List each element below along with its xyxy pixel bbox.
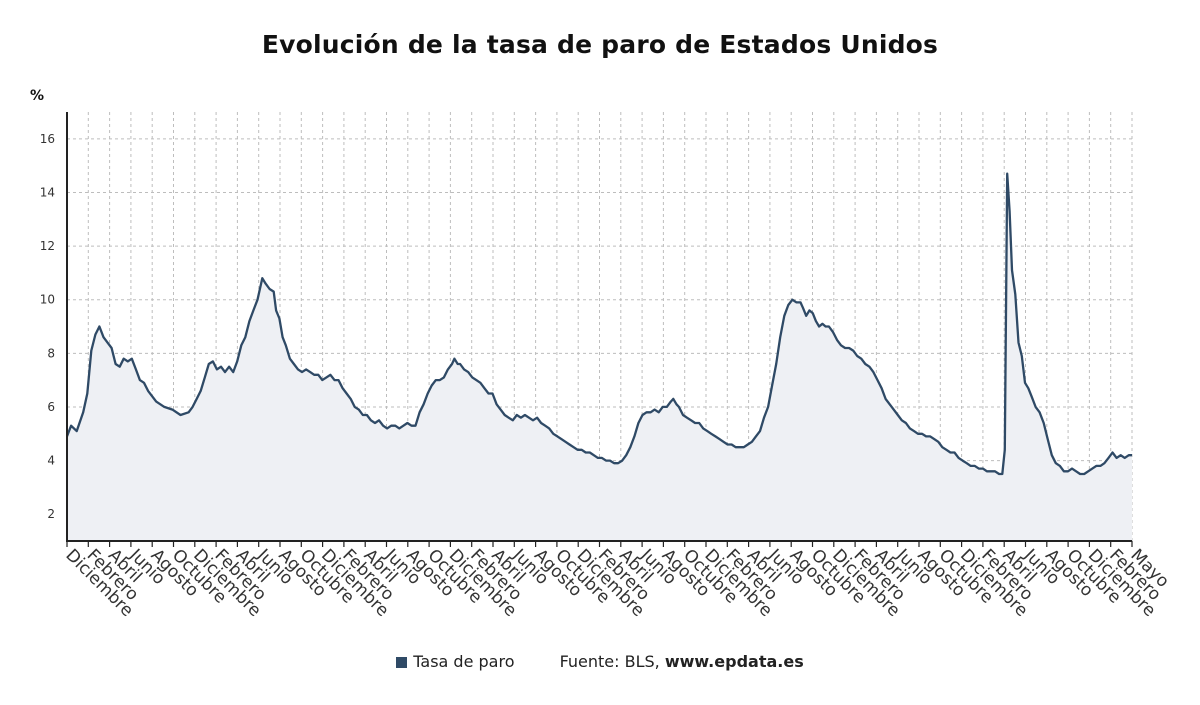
legend-swatch xyxy=(396,657,408,668)
series-line-tasa-de-paro xyxy=(65,172,1132,476)
axes xyxy=(66,112,1133,547)
y-tick-label: 10 xyxy=(40,293,55,307)
y-tick-labels: 2 4 6 8 10 12 14 16 xyxy=(40,132,55,521)
source-note: Fuente: BLS, www.epdata.es xyxy=(560,652,804,671)
legend: Tasa de paro Fuente: BLS, www.epdata.es xyxy=(0,652,1200,671)
y-tick-label: 6 xyxy=(47,400,55,414)
y-tick-label: 4 xyxy=(47,454,55,468)
y-tick-label: 2 xyxy=(47,507,55,521)
source-site: www.epdata.es xyxy=(664,652,804,671)
y-tick-label: 16 xyxy=(40,132,55,146)
legend-series-label: Tasa de paro xyxy=(413,652,515,671)
source-prefix: Fuente: BLS, xyxy=(559,652,660,671)
y-axis-unit-label: % xyxy=(30,88,44,104)
x-tick-labels: DiciembreFebreroAbrilJunioAgostoOctubreD… xyxy=(61,545,1172,621)
chart-title: Evolución de la tasa de paro de Estados … xyxy=(261,30,939,59)
plot-area xyxy=(65,172,1132,541)
y-tick-label: 12 xyxy=(40,239,55,253)
y-tick-label: 8 xyxy=(47,346,55,360)
area-fill xyxy=(67,173,1132,541)
y-tick-label: 14 xyxy=(40,185,55,199)
